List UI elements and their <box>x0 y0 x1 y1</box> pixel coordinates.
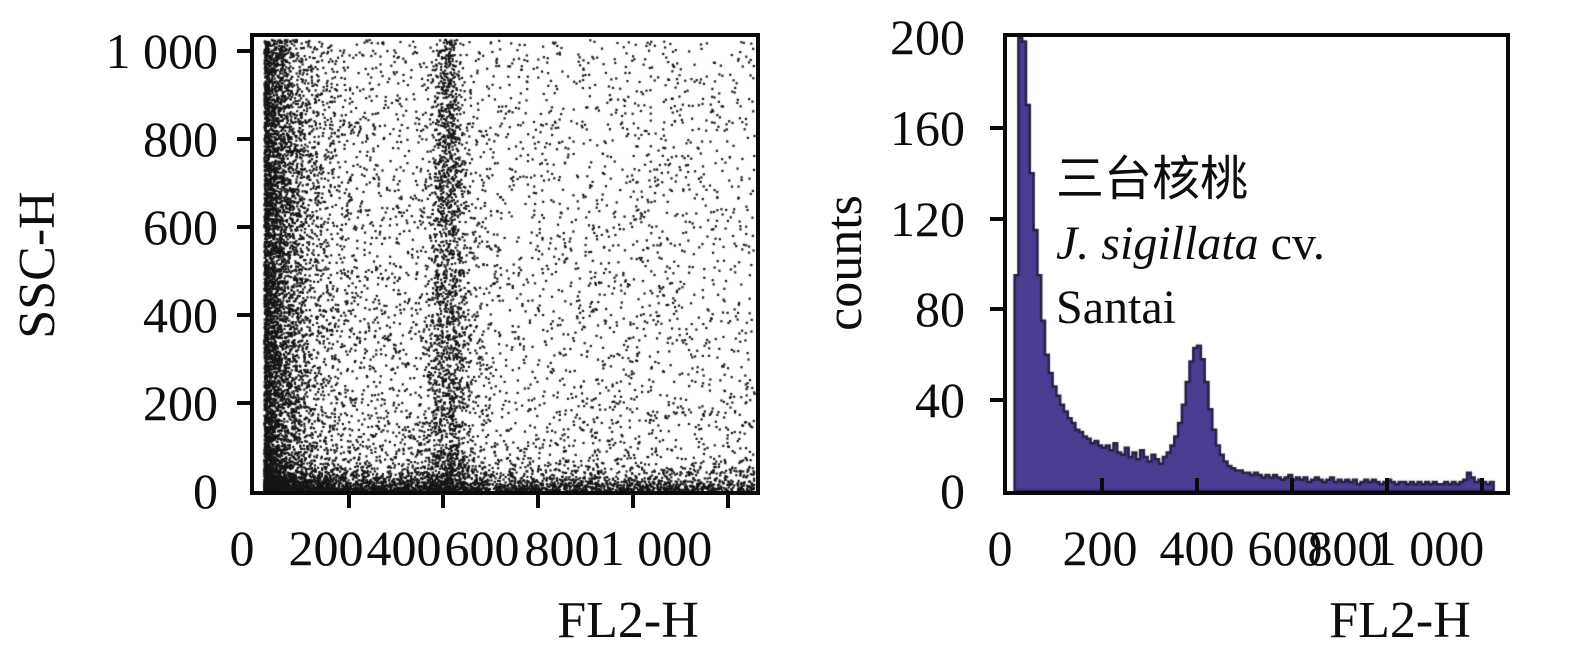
x-tick-label: 800 <box>1307 520 1383 576</box>
x-tick <box>1290 478 1295 491</box>
y-tick-label: 80 <box>915 281 965 338</box>
x-tick <box>1100 478 1105 491</box>
y-tick <box>237 137 250 142</box>
x-tick-label: 600 <box>1247 520 1323 576</box>
annotation-cultivar-en: Santai <box>1056 281 1176 334</box>
right-y-axis-title: counts <box>816 195 873 331</box>
x-tick-label: 0 <box>229 520 255 576</box>
x-tick-label: 1 000 <box>599 520 713 576</box>
x-tick-label: 0 <box>987 520 1013 576</box>
y-tick <box>990 307 1003 312</box>
y-tick-label: 120 <box>890 190 965 247</box>
left-y-axis-title: SSC-H <box>9 191 66 339</box>
y-tick-label: 800 <box>143 111 218 168</box>
scatter-plot-area <box>250 33 760 495</box>
y-tick-label: 0 <box>940 463 965 519</box>
annotation-species-italic: J. sigillata <box>1056 217 1259 270</box>
x-tick <box>1195 478 1200 491</box>
y-tick <box>237 225 250 230</box>
y-tick <box>237 401 250 405</box>
y-tick <box>237 313 250 318</box>
x-tick-label: 200 <box>288 520 364 576</box>
scatter-points-layer <box>254 37 756 491</box>
y-tick-label: 0 <box>193 463 218 519</box>
annotation-species-line: J. sigillata cv. <box>1056 212 1325 276</box>
y-tick-label: 200 <box>143 375 218 431</box>
y-tick-label: 40 <box>915 372 965 429</box>
y-tick <box>990 216 1003 221</box>
left-x-axis-title: FL2-H <box>557 592 699 649</box>
histogram-plot-area <box>1003 33 1510 495</box>
x-tick <box>536 495 541 508</box>
x-tick <box>1480 478 1485 491</box>
x-tick-label: 800 <box>524 520 600 576</box>
right-x-axis-title: FL2-H <box>1329 592 1471 649</box>
y-tick-label: 1 000 <box>105 23 219 80</box>
y-tick <box>237 49 250 54</box>
x-tick <box>1385 478 1390 491</box>
x-tick-label: 600 <box>444 520 520 576</box>
annotation-cultivar-cn: 三台核桃 <box>1056 153 1249 206</box>
x-tick <box>346 495 351 508</box>
x-tick <box>441 495 446 508</box>
histogram-area-layer <box>1007 37 1506 491</box>
x-tick-label: 200 <box>1062 520 1138 576</box>
annotation-cv-roman: cv. <box>1258 217 1325 270</box>
x-tick <box>725 495 730 508</box>
histogram-annotation: 三台核桃 J. sigillata cv. Santai <box>1056 148 1325 340</box>
y-tick <box>990 398 1003 403</box>
y-tick-label: 600 <box>143 199 218 256</box>
y-tick-label: 400 <box>143 287 218 344</box>
y-tick-label: 200 <box>890 9 965 65</box>
x-tick-label: 1 000 <box>1371 520 1485 576</box>
x-tick-label: 400 <box>366 520 442 576</box>
x-tick-label: 400 <box>1159 520 1235 576</box>
y-tick-label: 160 <box>890 99 965 156</box>
x-tick <box>630 495 635 508</box>
y-tick <box>990 125 1003 130</box>
